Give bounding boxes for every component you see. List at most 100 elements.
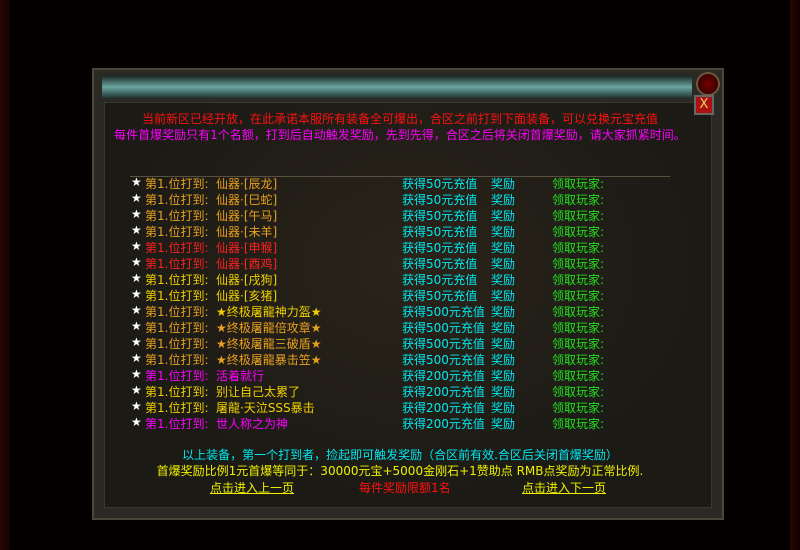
bonus-label: 奖励 [491, 193, 516, 207]
claim-player-label: 领取玩家: [552, 193, 605, 207]
star-icon: ★ [131, 351, 142, 365]
row-label: 第1.位打到: [145, 401, 209, 415]
star-icon: ★ [131, 207, 142, 221]
star-icon: ★ [131, 255, 142, 269]
claim-player-label: 领取玩家: [552, 225, 605, 239]
bonus-label: 奖励 [491, 417, 516, 431]
star-icon: ★ [131, 239, 142, 253]
dialog-frame [92, 68, 724, 520]
reward-row: ★ 第1.位打到: ★终极屠龍暴击笠★ 获得500元充值 奖励 领取玩家: [131, 351, 651, 367]
reward-row: ★ 第1.位打到: 仙器·[未羊] 获得50元充值 奖励 领取玩家: [131, 223, 651, 239]
bonus-label: 奖励 [491, 305, 516, 319]
reward-row: ★ 第1.位打到: 世人称之为神 获得200元充值 奖励 领取玩家: [131, 415, 651, 431]
reward-row: ★ 第1.位打到: 仙器·[戌狗] 获得50元充值 奖励 领取玩家: [131, 271, 651, 287]
row-label: 第1.位打到: [145, 305, 209, 319]
reward-row: ★ 第1.位打到: 仙器·[午马] 获得50元充值 奖励 领取玩家: [131, 207, 651, 223]
bonus-label: 奖励 [491, 257, 516, 271]
row-label: 第1.位打到: [145, 289, 209, 303]
claim-player-label: 领取玩家: [552, 289, 605, 303]
left-edge [0, 0, 10, 550]
star-icon: ★ [131, 415, 142, 429]
reward-row: ★ 第1.位打到: ★终极屠龍神力盔★ 获得500元充值 奖励 领取玩家: [131, 303, 651, 319]
reward-amount: 获得200元充值 [402, 417, 485, 431]
ratio-text: 首爆奖励比例1元首爆等同于：30000元宝+5000金刚石+1赞助点 RMB点奖… [156, 464, 644, 478]
reward-row: ★ 第1.位打到: ★终极屠龍三破盾★ 获得500元充值 奖励 领取玩家: [131, 335, 651, 351]
ornament-gem-icon [696, 72, 720, 96]
claim-player-label: 领取玩家: [552, 257, 605, 271]
item-name: ★终极屠龍神力盔★ [216, 305, 322, 319]
next-page-link[interactable]: 点击进入下一页 [522, 481, 607, 495]
claim-player-label: 领取玩家: [552, 273, 605, 287]
claim-player-label: 领取玩家: [552, 241, 605, 255]
reward-amount: 获得500元充值 [402, 353, 485, 367]
bonus-label: 奖励 [491, 337, 516, 351]
reward-row: ★ 第1.位打到: ★终极屠龍倍攻章★ 获得500元充值 奖励 领取玩家: [131, 319, 651, 335]
item-name: 仙器·[戌狗] [216, 273, 278, 287]
claim-player-label: 领取玩家: [552, 417, 605, 431]
row-label: 第1.位打到: [145, 353, 209, 367]
item-name: 仙器·[未羊] [216, 225, 278, 239]
reward-amount: 获得500元充值 [402, 321, 485, 335]
reward-amount: 获得50元充值 [402, 225, 478, 239]
star-icon: ★ [131, 383, 142, 397]
item-name: 仙器·[申猴] [216, 241, 278, 255]
row-label: 第1.位打到: [145, 417, 209, 431]
row-label: 第1.位打到: [145, 369, 209, 383]
bonus-label: 奖励 [491, 241, 516, 255]
item-name: 仙器·[辰龙] [216, 177, 278, 191]
claim-player-label: 领取玩家: [552, 369, 605, 383]
bonus-label: 奖励 [491, 385, 516, 399]
item-name: ★终极屠龍三破盾★ [216, 337, 322, 351]
reward-amount: 获得200元充值 [402, 369, 485, 383]
item-name: 仙器·[酉鸡] [216, 257, 278, 271]
bonus-label: 奖励 [491, 273, 516, 287]
row-label: 第1.位打到: [145, 321, 209, 335]
reward-row: ★ 第1.位打到: 仙器·[巳蛇] 获得50元充值 奖励 领取玩家: [131, 191, 651, 207]
divider [130, 176, 670, 177]
item-name: 别让自己太累了 [216, 385, 301, 399]
star-icon: ★ [131, 175, 142, 189]
item-name: 世人称之为神 [216, 417, 289, 431]
item-name: ★终极屠龍倍攻章★ [216, 321, 322, 335]
reward-row: ★ 第1.位打到: 仙器·[辰龙] 获得50元充值 奖励 领取玩家: [131, 175, 651, 191]
claim-player-label: 领取玩家: [552, 401, 605, 415]
row-label: 第1.位打到: [145, 257, 209, 271]
item-name: 仙器·[午马] [216, 209, 278, 223]
claim-player-label: 领取玩家: [552, 305, 605, 319]
star-icon: ★ [131, 223, 142, 237]
star-icon: ★ [131, 367, 142, 381]
reward-amount: 获得500元充值 [402, 305, 485, 319]
footer-note: 以上装备，第一个打到者，捡起即可触发奖励（合区前有效.合区后关闭首爆奖励） [182, 448, 618, 462]
close-button[interactable]: X [694, 95, 714, 115]
row-label: 第1.位打到: [145, 209, 209, 223]
dialog-body [104, 102, 712, 508]
bonus-label: 奖励 [491, 321, 516, 335]
row-label: 第1.位打到: [145, 241, 209, 255]
reward-amount: 获得50元充值 [402, 289, 478, 303]
star-icon: ★ [131, 303, 142, 317]
claim-player-label: 领取玩家: [552, 337, 605, 351]
row-label: 第1.位打到: [145, 273, 209, 287]
reward-row: ★ 第1.位打到: 别让自己太累了 获得200元充值 奖励 领取玩家: [131, 383, 651, 399]
bonus-label: 奖励 [491, 225, 516, 239]
star-icon: ★ [131, 399, 142, 413]
bonus-label: 奖励 [491, 289, 516, 303]
star-icon: ★ [131, 287, 142, 301]
row-label: 第1.位打到: [145, 225, 209, 239]
star-icon: ★ [131, 271, 142, 285]
bonus-label: 奖励 [491, 353, 516, 367]
reward-row: ★ 第1.位打到: 活着就行 获得200元充值 奖励 领取玩家: [131, 367, 651, 383]
limit-text: 每件奖励限额1名 [359, 481, 451, 495]
claim-player-label: 领取玩家: [552, 321, 605, 335]
bonus-label: 奖励 [491, 177, 516, 191]
reward-amount: 获得50元充值 [402, 193, 478, 207]
bonus-label: 奖励 [491, 369, 516, 383]
star-icon: ★ [131, 319, 142, 333]
row-label: 第1.位打到: [145, 177, 209, 191]
claim-player-label: 领取玩家: [552, 177, 605, 191]
item-name: 仙器·[亥猪] [216, 289, 278, 303]
bonus-label: 奖励 [491, 401, 516, 415]
item-name: 屠龍·天泣SSS暴击 [216, 401, 315, 415]
reward-row: ★ 第1.位打到: 仙器·[亥猪] 获得50元充值 奖励 领取玩家: [131, 287, 651, 303]
prev-page-link[interactable]: 点击进入上一页 [210, 481, 295, 495]
